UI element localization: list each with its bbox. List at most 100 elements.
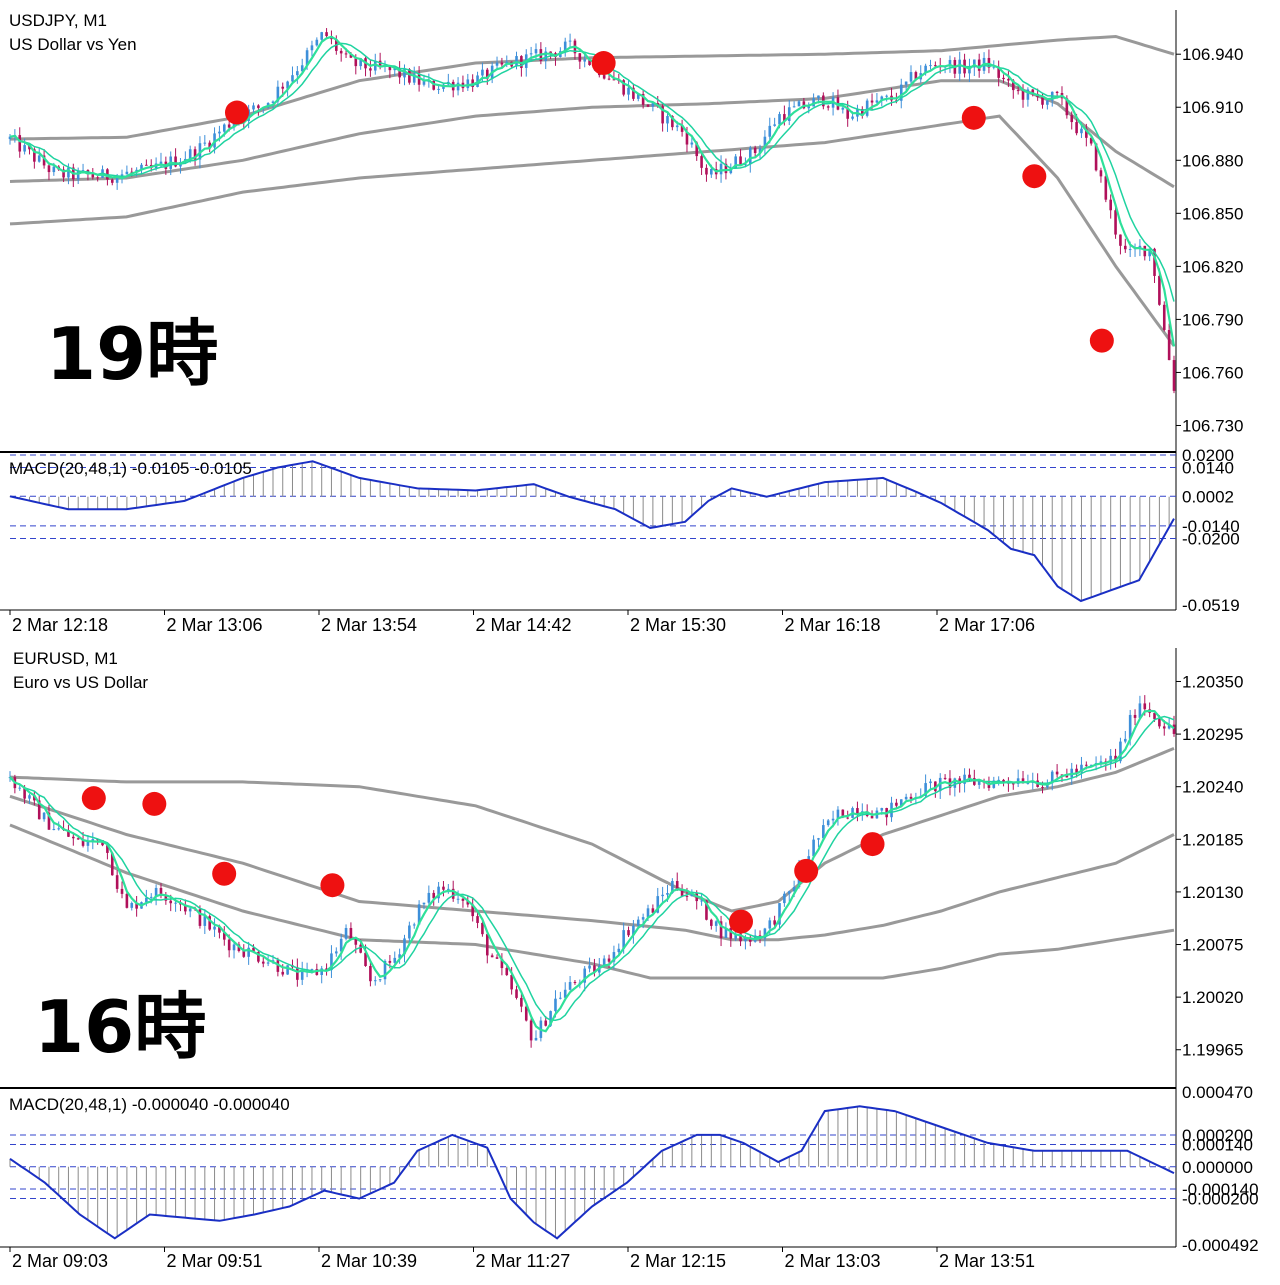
candle-body bbox=[149, 896, 153, 898]
candle-body bbox=[787, 107, 791, 121]
candle-body bbox=[861, 109, 864, 116]
candle-body bbox=[1007, 79, 1010, 81]
candle-body bbox=[651, 103, 655, 107]
candle-body bbox=[744, 937, 747, 942]
price-tick-label: 106.850 bbox=[1182, 204, 1243, 223]
time-tick-label: 2 Mar 09:03 bbox=[12, 1251, 108, 1271]
candle-body bbox=[257, 951, 260, 962]
candle-body bbox=[232, 944, 236, 951]
candle-body bbox=[378, 60, 382, 67]
candle-body bbox=[753, 147, 757, 154]
candle-body bbox=[422, 80, 426, 85]
candle-body bbox=[909, 72, 913, 82]
candle-body bbox=[948, 59, 952, 67]
candle-body bbox=[841, 107, 845, 110]
candle-body bbox=[412, 924, 416, 926]
candle-body bbox=[67, 830, 70, 837]
candle-body bbox=[495, 62, 499, 66]
macd-tick-label: -0.0200 bbox=[1182, 529, 1240, 548]
candle-body bbox=[734, 933, 737, 939]
candle-body bbox=[1162, 304, 1166, 330]
candle-body bbox=[1172, 360, 1176, 391]
candle-body bbox=[8, 136, 12, 140]
red-marker-dot bbox=[1089, 328, 1114, 353]
candle-body bbox=[1172, 724, 1176, 734]
candle-body bbox=[281, 971, 285, 975]
candle-body bbox=[198, 909, 202, 926]
candle-body bbox=[968, 67, 971, 74]
candle-body bbox=[81, 170, 85, 172]
candle-body bbox=[593, 965, 596, 973]
candle-body bbox=[929, 65, 932, 67]
candle-body bbox=[1085, 764, 1088, 766]
candle-body bbox=[510, 975, 513, 990]
candle-body bbox=[339, 50, 343, 54]
candle-body bbox=[28, 795, 31, 799]
candle-body bbox=[568, 982, 572, 990]
candle-body bbox=[432, 80, 436, 90]
bottom-symbol-label: EURUSD, M1 bbox=[13, 649, 118, 668]
red-marker-dot bbox=[224, 100, 249, 125]
time-tick-label: 2 Mar 10:39 bbox=[321, 1251, 417, 1271]
candle-body bbox=[899, 799, 903, 806]
candle-body bbox=[52, 166, 56, 173]
time-tick-label: 2 Mar 12:15 bbox=[630, 1251, 726, 1271]
candle-body bbox=[578, 53, 582, 62]
candle-body bbox=[412, 73, 416, 83]
candle-body bbox=[554, 998, 557, 1012]
candle-body bbox=[291, 75, 294, 82]
price-tick-label: 106.880 bbox=[1182, 151, 1243, 170]
candle-body bbox=[130, 171, 134, 173]
candle-body bbox=[836, 809, 840, 819]
candle-body bbox=[373, 980, 377, 982]
candle-body bbox=[1099, 170, 1103, 177]
candle-body bbox=[705, 900, 708, 920]
macd-tick-label: 0.0002 bbox=[1182, 487, 1234, 506]
candle-body bbox=[315, 39, 319, 46]
candle-body bbox=[748, 147, 752, 165]
candle-body bbox=[164, 895, 168, 901]
candle-body bbox=[812, 839, 815, 857]
candle-body bbox=[96, 177, 99, 179]
red-marker-dot bbox=[860, 832, 885, 857]
macd-tick-label: 0.000470 bbox=[1182, 1083, 1253, 1102]
candle-body bbox=[1114, 755, 1117, 762]
candle-body bbox=[23, 145, 26, 152]
candle-body bbox=[495, 957, 499, 959]
time-tick-label: 2 Mar 16:18 bbox=[785, 615, 881, 635]
candle-body bbox=[914, 72, 918, 80]
top-symbol-label: USDJPY, M1 bbox=[9, 11, 107, 30]
candle-body bbox=[76, 170, 80, 180]
candle-body bbox=[963, 774, 966, 784]
candle-body bbox=[583, 968, 586, 983]
red-marker-dot bbox=[591, 51, 616, 76]
price-tick-label: 1.20185 bbox=[1182, 830, 1243, 849]
candle-body bbox=[466, 900, 470, 905]
candle-body bbox=[325, 968, 328, 971]
candle-body bbox=[783, 893, 786, 904]
candle-body bbox=[500, 958, 504, 969]
candle-body bbox=[680, 125, 684, 132]
candle-body bbox=[1099, 761, 1103, 764]
candle-body bbox=[924, 783, 927, 796]
candle-body bbox=[729, 927, 733, 939]
candle-body bbox=[247, 947, 250, 957]
candle-body bbox=[37, 155, 41, 162]
candle-body bbox=[115, 175, 119, 183]
candle-body bbox=[817, 95, 820, 99]
candle-body bbox=[369, 965, 372, 982]
candle-body bbox=[169, 900, 173, 904]
candle-body bbox=[953, 778, 957, 788]
candle-body bbox=[992, 66, 996, 68]
candle-body bbox=[1002, 77, 1005, 80]
candle-body bbox=[1026, 782, 1030, 784]
candle-body bbox=[1119, 234, 1122, 246]
candle-body bbox=[563, 989, 567, 998]
candle-body bbox=[305, 50, 309, 66]
candle-body bbox=[18, 787, 22, 789]
candle-body bbox=[242, 950, 246, 957]
macd-tick-label: -0.0140 bbox=[1182, 517, 1240, 536]
candle-body bbox=[1031, 89, 1035, 94]
candle-body bbox=[403, 69, 406, 78]
macd-tick-label: 0.000000 bbox=[1182, 1158, 1253, 1177]
